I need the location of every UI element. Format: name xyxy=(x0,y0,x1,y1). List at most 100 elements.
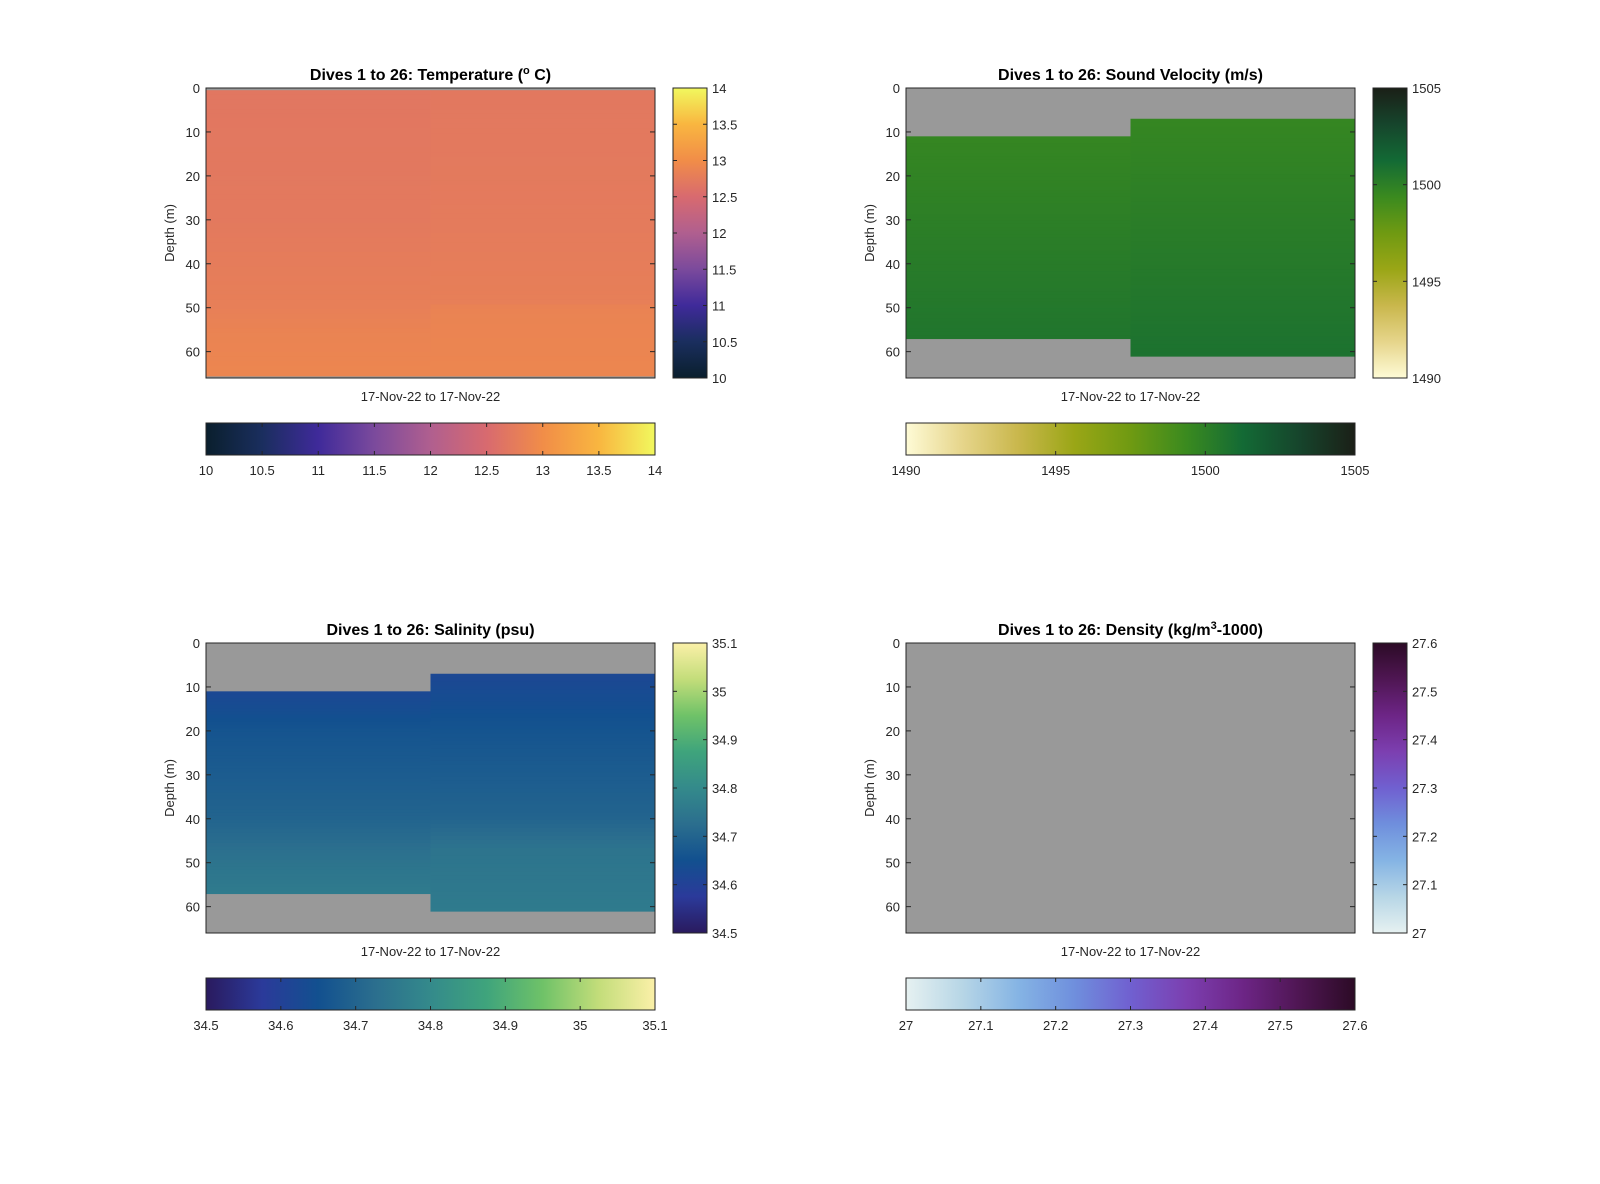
data-cell xyxy=(430,252,656,258)
data-cell xyxy=(430,685,656,691)
colorbar-tick-label: 34.6 xyxy=(712,878,737,893)
colorbar-tick-label: 1490 xyxy=(1412,371,1441,386)
data-cell xyxy=(430,233,656,239)
y-tick-label: 40 xyxy=(886,812,900,827)
data-cell xyxy=(206,856,431,861)
data-cell xyxy=(1130,213,1356,219)
chart-panel-3: 0 10 20 30 40 50 60 Dives 1 to 26: Salinity (ps… xyxy=(162,622,737,1033)
y-axis-label: Depth (m) xyxy=(862,204,877,262)
data-cell xyxy=(430,891,656,896)
data-cell xyxy=(1130,288,1356,294)
data-cell xyxy=(430,820,656,825)
data-cell xyxy=(430,199,656,206)
colorbar-tick-label: 27.2 xyxy=(1412,829,1437,844)
colorbar-tick-label: 13 xyxy=(712,154,726,169)
data-cell xyxy=(206,728,431,733)
data-cell xyxy=(430,261,656,267)
data-cell xyxy=(1130,352,1356,357)
data-cell xyxy=(430,285,656,291)
data-cell xyxy=(430,756,656,762)
data-cell xyxy=(206,256,431,263)
title-superscript: o xyxy=(523,65,530,77)
data-cell xyxy=(430,161,656,167)
data-cell xyxy=(206,799,431,804)
data-cell xyxy=(430,899,656,904)
data-cell xyxy=(206,337,431,344)
colorbar-tick-label: 14 xyxy=(712,81,726,96)
chart-title: Dives 1 to 26: Salinity (psu) xyxy=(326,622,534,639)
data-cell xyxy=(1130,253,1356,258)
data-cell xyxy=(206,863,431,868)
y-tick-label: 50 xyxy=(186,856,200,871)
data-cell xyxy=(430,883,656,888)
data-cell xyxy=(1130,233,1356,238)
data-cell xyxy=(430,366,656,372)
colorbar-tick-label: 35 xyxy=(573,1018,587,1033)
data-cell xyxy=(206,332,431,339)
data-cell xyxy=(206,271,431,277)
data-cell xyxy=(206,152,431,158)
data-cell xyxy=(430,804,656,809)
data-cell xyxy=(206,805,431,810)
colorbar-tick-label: 27 xyxy=(1412,926,1426,941)
data-cell xyxy=(906,267,1131,272)
data-cell xyxy=(906,190,1131,195)
colorbar-tick-label: 1500 xyxy=(1191,463,1220,478)
y-tick-label: 40 xyxy=(886,257,900,272)
data-cell xyxy=(206,795,431,800)
data-cell xyxy=(1130,245,1356,250)
chart-panel-2: 0 10 20 30 40 50 60 Dives 1 to 26: Sound Veloci… xyxy=(862,67,1441,478)
colorbar-tick-label: 34.6 xyxy=(268,1018,293,1033)
colorbar-tick-label: 34.7 xyxy=(712,829,737,844)
data-cell xyxy=(430,342,656,348)
y-tick-label: 40 xyxy=(186,257,200,272)
data-cell xyxy=(430,760,656,766)
data-cell xyxy=(206,352,431,358)
data-cell xyxy=(1130,344,1356,349)
data-segment-1 xyxy=(906,136,1131,340)
data-cell xyxy=(206,785,431,790)
y-tick-label: 30 xyxy=(886,768,900,783)
plot-axes xyxy=(205,642,656,934)
y-tick-label: 10 xyxy=(186,680,200,695)
data-cell xyxy=(206,832,431,837)
colorbar-tick-label: 13.5 xyxy=(712,117,737,132)
data-cell xyxy=(430,90,656,96)
data-cell xyxy=(206,147,431,153)
data-cell xyxy=(1130,348,1356,353)
data-cell xyxy=(906,244,1131,249)
data-cell xyxy=(906,173,1131,178)
y-tick-label: 20 xyxy=(186,724,200,739)
data-cell xyxy=(1130,166,1356,171)
y-axis-label: Depth (m) xyxy=(162,759,177,817)
colorbar-tick-label: 10 xyxy=(712,371,726,386)
data-cell xyxy=(206,166,431,172)
data-cell xyxy=(430,709,656,714)
data-cell xyxy=(206,194,431,201)
data-cell xyxy=(430,681,656,687)
data-cell xyxy=(430,166,656,172)
data-cell xyxy=(906,207,1131,212)
data-cell xyxy=(206,223,431,229)
data-cell xyxy=(1130,189,1356,195)
data-cell xyxy=(1130,316,1356,322)
data-cell xyxy=(430,792,656,797)
data-cell xyxy=(430,313,656,320)
data-cell xyxy=(206,694,431,699)
data-cell xyxy=(206,175,431,182)
data-cell xyxy=(206,698,431,703)
data-cell xyxy=(206,233,431,239)
data-cell xyxy=(906,304,1131,309)
data-cell xyxy=(906,257,1131,262)
colorbar-tick-label: 27.6 xyxy=(1412,636,1437,651)
data-cell xyxy=(206,762,431,767)
colorbar-tick-label: 1505 xyxy=(1412,81,1441,96)
colorbar-tick-label: 1500 xyxy=(1412,178,1441,193)
data-cell xyxy=(206,809,431,814)
data-cell xyxy=(1130,276,1356,282)
data-cell xyxy=(206,190,431,196)
data-cell xyxy=(206,304,431,310)
y-tick-label: 0 xyxy=(193,636,200,651)
colorbar-tick-label: 14 xyxy=(648,463,662,478)
data-cell xyxy=(206,242,431,248)
